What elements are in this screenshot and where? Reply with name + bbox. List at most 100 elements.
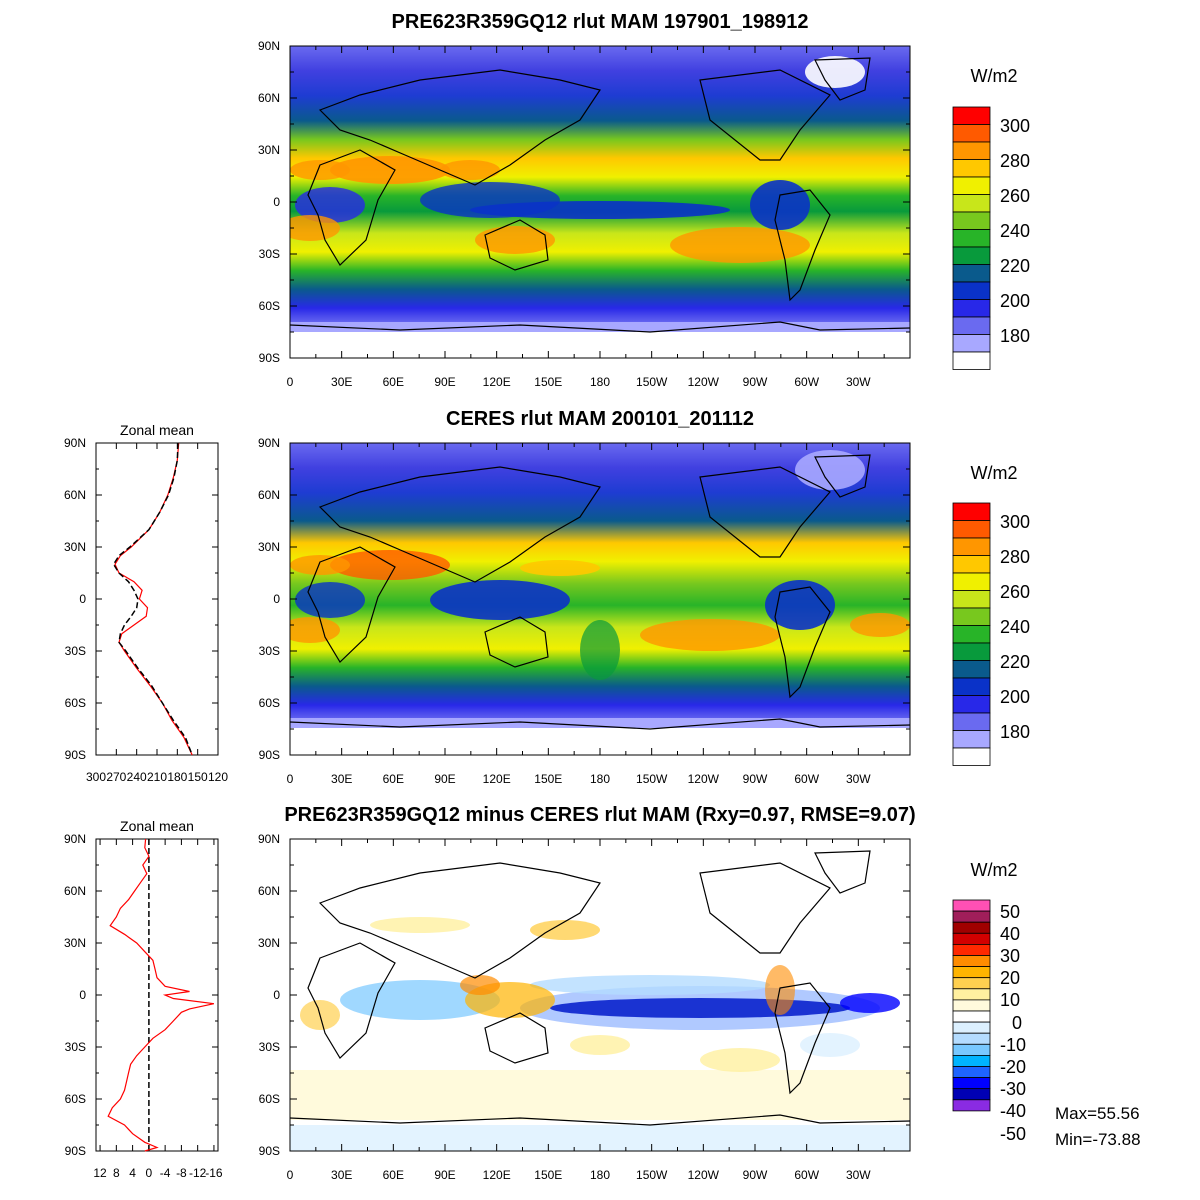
lon-tick-label: 0 xyxy=(287,1168,294,1182)
lat-tick-label: 30S xyxy=(259,644,280,658)
lon-tick-label: 60E xyxy=(383,772,404,786)
lat-tick-label: 60N xyxy=(258,488,280,502)
obs-map-field xyxy=(290,443,910,755)
lon-tick-label: 60E xyxy=(383,375,404,389)
lat-tick-label: 30N xyxy=(64,936,86,950)
x-tick-label: -16 xyxy=(205,1166,223,1180)
colorbar-swatch xyxy=(952,712,991,731)
model-units-label: W/m2 xyxy=(971,66,1018,86)
colorbar-swatch xyxy=(952,211,991,230)
lat-tick-label: 0 xyxy=(273,195,280,209)
x-tick-label: -12 xyxy=(189,1166,207,1180)
lat-tick-label: 0 xyxy=(273,988,280,1002)
colorbar-swatch xyxy=(952,1032,991,1045)
lon-tick-label: 60E xyxy=(383,1168,404,1182)
colorbar-swatch xyxy=(952,141,991,160)
colorbar-swatch xyxy=(952,502,991,521)
obs-colorbar xyxy=(952,502,991,766)
lon-tick-label: 60W xyxy=(794,772,819,786)
diff-panel-title: PRE623R359GQ12 minus CERES rlut MAM (Rxy… xyxy=(284,804,915,826)
colorbar-tick-label: 10 xyxy=(1000,990,1020,1010)
colorbar-tick-label: 20 xyxy=(1000,968,1020,988)
obs-colorbar-tick-labels: 300 280 260 240 220 200 180 xyxy=(1000,512,1030,742)
lon-tick-label: 30W xyxy=(846,1168,871,1182)
x-tick-label: 120 xyxy=(208,770,228,784)
colorbar-tick-label: 280 xyxy=(1000,151,1030,171)
colorbar-tick-label: -40 xyxy=(1000,1101,1026,1121)
colorbar-swatch xyxy=(952,537,991,556)
colorbar-tick-label: 200 xyxy=(1000,291,1030,311)
lat-tick-label: 60S xyxy=(259,299,280,313)
lon-tick-label: 90W xyxy=(743,772,768,786)
zonal-mean-diff-lat-tick-labels: 90N 60N 30N 0 30S 60S 90S xyxy=(64,832,86,1158)
diff-min-stat: Min=-73.88 xyxy=(1055,1130,1141,1149)
lon-tick-label: 120W xyxy=(688,772,720,786)
zonal-mean-model-line xyxy=(114,442,193,756)
lat-tick-label: 90S xyxy=(259,1144,280,1158)
lon-tick-label: 180 xyxy=(590,375,610,389)
colorbar-tick-label: 50 xyxy=(1000,902,1020,922)
colorbar-swatch xyxy=(952,1099,991,1112)
colorbar-swatch xyxy=(952,910,991,923)
lon-tick-label: 30E xyxy=(331,1168,352,1182)
diff-axis-ticks xyxy=(289,838,911,1152)
x-tick-label: 0 xyxy=(146,1166,153,1180)
lon-tick-label: 120E xyxy=(483,1168,511,1182)
zonal-mean-obs-line xyxy=(112,442,193,756)
diff-lon-tick-labels: 0 30E 60E 90E 120E 150E 180 150W 120W 90… xyxy=(287,1168,872,1182)
colorbar-swatch xyxy=(952,677,991,696)
lon-tick-label: 60W xyxy=(794,1168,819,1182)
colorbar-tick-label: 260 xyxy=(1000,186,1030,206)
lat-tick-label: 30N xyxy=(64,540,86,554)
lon-tick-label: 90W xyxy=(743,1168,768,1182)
lon-tick-label: 120W xyxy=(688,1168,720,1182)
lat-tick-label: 30S xyxy=(65,1040,86,1054)
lon-tick-label: 90W xyxy=(743,375,768,389)
lat-tick-label: 60N xyxy=(258,91,280,105)
lon-tick-label: 0 xyxy=(287,772,294,786)
colorbar-swatch xyxy=(952,747,991,766)
x-tick-label: -4 xyxy=(160,1166,171,1180)
zonal-mean-full-x-tick-labels: 300 270 240 210 180 150 120 xyxy=(86,770,228,784)
diff-colorbar xyxy=(952,899,991,1112)
obs-coastlines xyxy=(290,454,910,730)
colorbar-swatch xyxy=(952,194,991,213)
diff-map-field xyxy=(290,839,910,1151)
colorbar-swatch xyxy=(952,299,991,318)
colorbar-tick-label: 220 xyxy=(1000,652,1030,672)
lat-tick-label: 90N xyxy=(64,832,86,846)
lat-tick-label: 90N xyxy=(258,436,280,450)
colorbar-swatch xyxy=(952,572,991,591)
lat-tick-label: 30S xyxy=(65,644,86,658)
lat-tick-label: 30S xyxy=(259,247,280,261)
x-tick-label: 180 xyxy=(167,770,187,784)
diff-coastlines xyxy=(290,850,910,1126)
diff-lat-tick-labels: 90N 60N 30N 0 30S 60S 90S xyxy=(258,832,280,1158)
colorbar-swatch xyxy=(952,590,991,609)
colorbar-swatch xyxy=(952,351,991,370)
colorbar-tick-label: 180 xyxy=(1000,722,1030,742)
colorbar-swatch xyxy=(952,932,991,945)
colorbar-tick-label: 260 xyxy=(1000,582,1030,602)
lon-tick-label: 30E xyxy=(331,772,352,786)
colorbar-tick-label: 240 xyxy=(1000,221,1030,241)
x-tick-label: 300 xyxy=(86,770,106,784)
lon-tick-label: 120W xyxy=(688,375,720,389)
lat-tick-label: 60S xyxy=(65,1092,86,1106)
colorbar-swatch xyxy=(952,1010,991,1023)
colorbar-swatch xyxy=(952,1021,991,1034)
colorbar-swatch xyxy=(952,334,991,353)
colorbar-swatch xyxy=(952,607,991,626)
x-tick-label: 12 xyxy=(93,1166,107,1180)
lon-tick-label: 150W xyxy=(636,772,668,786)
zonal-mean-diff-ticks xyxy=(96,838,218,1152)
colorbar-tick-label: 240 xyxy=(1000,617,1030,637)
colorbar-tick-label: 300 xyxy=(1000,116,1030,136)
colorbar-swatch xyxy=(952,159,991,178)
lon-tick-label: 30W xyxy=(846,375,871,389)
colorbar-swatch xyxy=(952,281,991,300)
colorbar-swatch xyxy=(952,977,991,990)
lon-tick-label: 90E xyxy=(434,1168,455,1182)
model-lon-tick-labels: 0 30E 60E 90E 120E 150E 180 150W 120W 90… xyxy=(287,375,872,389)
